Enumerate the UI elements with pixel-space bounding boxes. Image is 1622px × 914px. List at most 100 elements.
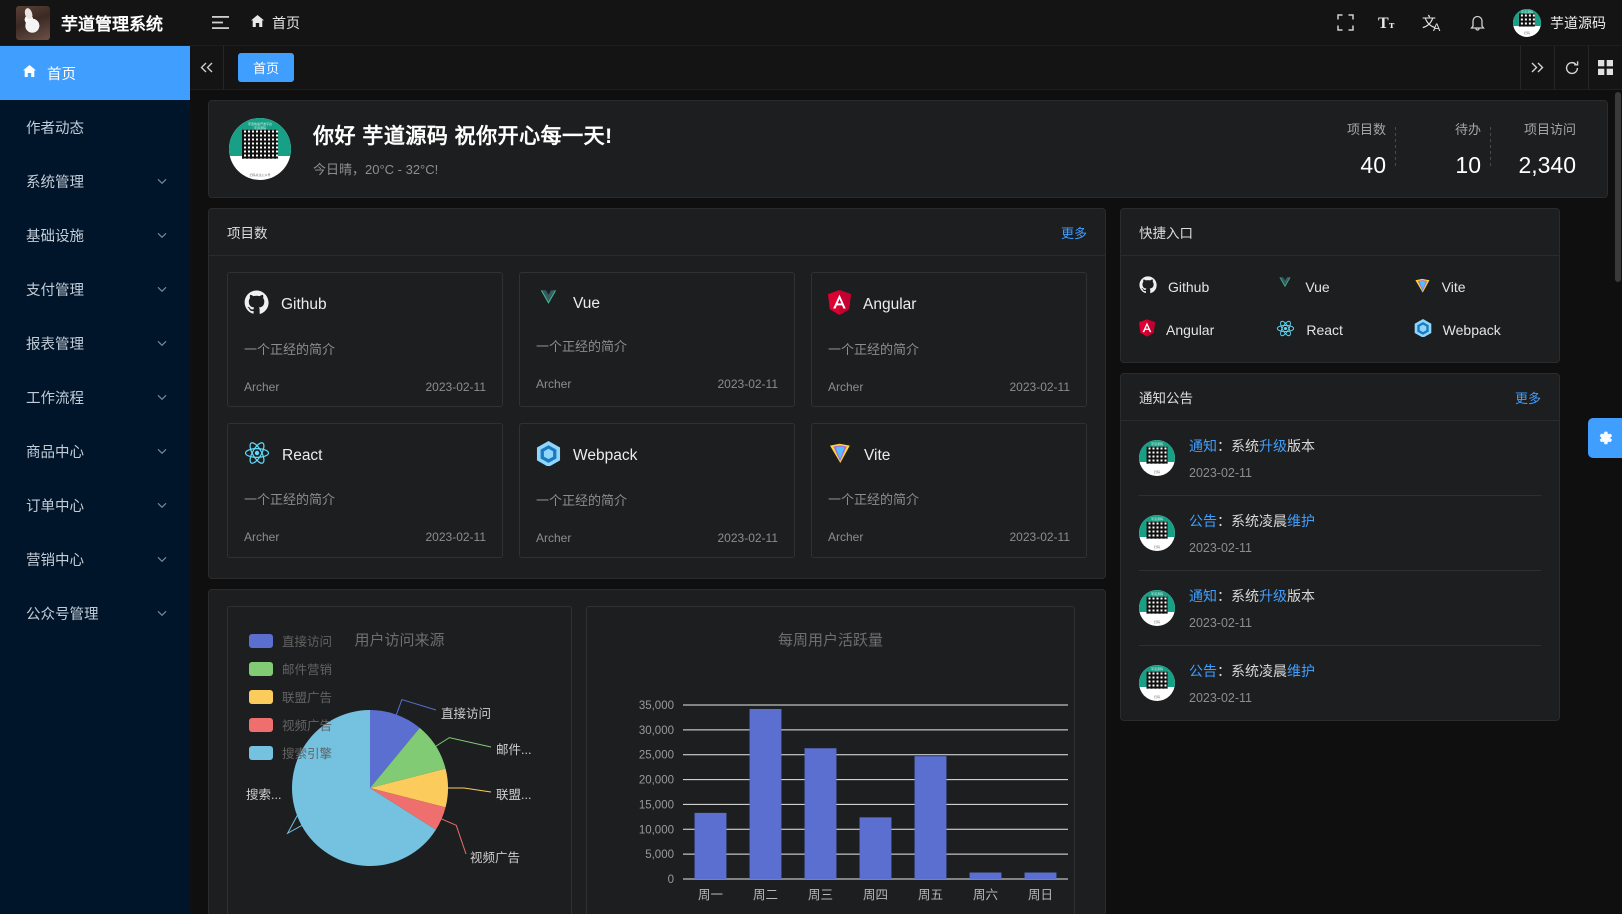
quick-item-react[interactable]: React (1276, 319, 1403, 340)
notice-date: 2023-02-11 (1189, 466, 1253, 480)
brand[interactable]: 芋道管理系统 (0, 5, 190, 40)
quick-item-github[interactable]: Github (1139, 276, 1266, 297)
projects-card-title: 项目数 (227, 226, 268, 241)
sidebar-item-label: 报表管理 (26, 336, 84, 353)
breadcrumb[interactable]: 首页 (250, 13, 300, 33)
translate-icon[interactable]: 文 A (1413, 0, 1453, 46)
sidebar-item-label: 公众号管理 (26, 606, 99, 623)
project-name: Angular (863, 296, 917, 313)
notice-card-header: 通知公告 更多 (1121, 374, 1559, 421)
fullscreen-icon[interactable] (1325, 0, 1365, 46)
legend-swatch (249, 633, 273, 648)
notice-title[interactable]: 公告：系统凌晨维护 (1189, 513, 1315, 529)
project-card[interactable]: React 一个正经的简介 Archer 2023-02-11 (227, 423, 503, 558)
project-desc: 一个正经的简介 (244, 492, 336, 507)
sidebar-item-workflow[interactable]: 工作流程 (0, 370, 190, 424)
github-icon (244, 290, 269, 320)
webpack-icon (536, 441, 561, 471)
quick-item-angular[interactable]: Angular (1139, 319, 1266, 340)
x-axis-tick: 周四 (863, 888, 888, 902)
pie-leader-line (440, 818, 467, 855)
notice-date: 2023-02-11 (1189, 691, 1253, 705)
quick-item-vue[interactable]: Vue (1276, 276, 1403, 297)
quick-item-webpack[interactable]: Webpack (1414, 319, 1541, 340)
chevron-down-icon (157, 340, 167, 347)
svg-text:A: A (1433, 22, 1441, 32)
notice-item[interactable]: 芋道源码 扫码 公告：系统凌晨维护 2023-02-11 (1139, 495, 1541, 570)
sidebar-item-system[interactable]: 系统管理 (0, 154, 190, 208)
project-card[interactable]: Vue 一个正经的简介 Archer 2023-02-11 (519, 272, 795, 407)
tab-home[interactable]: 首页 (238, 53, 295, 82)
brand-title: 芋道管理系统 (61, 15, 163, 34)
y-axis-tick: 10,000 (639, 824, 674, 836)
notice-title[interactable]: 通知：系统升级版本 (1189, 438, 1315, 454)
project-date: 2023-02-11 (1009, 380, 1071, 394)
project-card[interactable]: Angular 一个正经的简介 Archer 2023-02-11 (811, 272, 1087, 407)
bar-chart: 每周用户活跃量 0 5,000 10,000 15,000 20,000 25,000 30… (586, 606, 1075, 914)
hamburger-menu-icon[interactable] (200, 0, 240, 46)
user-chip[interactable]: 芋道源码 扫码 芋道源码 (1513, 8, 1606, 37)
project-author: Archer (828, 530, 864, 544)
sidebar-item-author-news[interactable]: 作者动态 (0, 100, 190, 154)
settings-fab-button[interactable] (1588, 418, 1622, 458)
project-name: Vue (573, 294, 601, 312)
sidebar-item-mp-manage[interactable]: 公众号管理 (0, 586, 190, 640)
font-size-icon[interactable]: T т (1369, 0, 1409, 46)
stat-value: 40 (1360, 152, 1386, 178)
legend-swatch (249, 661, 273, 676)
project-card[interactable]: Vite 一个正经的简介 Archer 2023-02-11 (811, 423, 1087, 558)
greeting-text: 你好 芋道源码 祝你开心每一天! (313, 125, 613, 148)
chevron-down-icon (157, 448, 167, 455)
project-name: React (282, 446, 323, 464)
sidebar-item-report[interactable]: 报表管理 (0, 316, 190, 370)
quick-item-vite[interactable]: Vite (1414, 276, 1541, 297)
quick-entry-title: 快捷入口 (1139, 226, 1193, 241)
double-chevron-right-icon[interactable] (1520, 45, 1554, 90)
projects-more-link[interactable]: 更多 (1060, 225, 1087, 241)
sidebar-item-product-center[interactable]: 商品中心 (0, 424, 190, 478)
project-desc: 一个正经的简介 (244, 342, 336, 357)
bell-icon[interactable] (1457, 0, 1497, 46)
notice-item[interactable]: 芋道源码 扫码 公告：系统凌晨维护 2023-02-11 (1139, 645, 1541, 720)
project-date: 2023-02-11 (1009, 530, 1071, 544)
notice-item[interactable]: 芋道源码 扫码 通知：系统升级版本 2023-02-11 (1139, 570, 1541, 645)
notice-item[interactable]: 芋道源码 扫码 通知：系统升级版本 2023-02-11 (1139, 421, 1541, 495)
sidebar-item-infrastructure[interactable]: 基础设施 (0, 208, 190, 262)
sidebar-item-home[interactable]: 首页 (0, 46, 190, 100)
bar (914, 756, 947, 879)
sidebar-item-payment[interactable]: 支付管理 (0, 262, 190, 316)
legend-swatch (249, 745, 273, 760)
notice-avatar: 芋道源码 扫码 (1139, 440, 1175, 476)
svg-text:T: T (1378, 15, 1389, 31)
page-scrollbar[interactable] (1615, 92, 1621, 282)
chevron-down-icon (157, 286, 167, 293)
sidebar-item-order-center[interactable]: 订单中心 (0, 478, 190, 532)
refresh-icon[interactable] (1554, 45, 1588, 90)
vue-icon (1276, 277, 1294, 296)
pie-chart: 用户访问来源 直接访问 邮件营销 联盟广告 视频广告 搜索引擎 直接访问 邮件.… (227, 606, 572, 914)
content-split: 项目数 更多 Github 一个正经的简介 Archer (208, 208, 1608, 914)
pie-callout-search: 搜索... (246, 788, 282, 802)
angular-icon (828, 290, 851, 320)
chevron-down-icon (157, 556, 167, 563)
project-desc: 一个正经的简介 (536, 339, 628, 354)
x-axis-tick: 周三 (808, 888, 833, 902)
home-icon (250, 14, 265, 31)
notice-title[interactable]: 通知：系统升级版本 (1189, 588, 1315, 604)
grid-layout-icon[interactable] (1588, 45, 1622, 90)
project-card[interactable]: Webpack 一个正经的简介 Archer 2023-02-11 (519, 423, 795, 558)
bar (749, 708, 782, 879)
sidebar-item-marketing-center[interactable]: 营销中心 (0, 532, 190, 586)
notice-title[interactable]: 公告：系统凌晨维护 (1189, 663, 1315, 679)
legend-swatch (249, 717, 273, 732)
stat-visits: 项目访问 2,340 (1490, 119, 1585, 179)
x-axis-tick: 周一 (698, 888, 723, 902)
double-chevron-left-icon[interactable] (190, 45, 224, 90)
legend-label: 邮件营销 (282, 663, 333, 677)
main-content: 芋道快速开发平台芋道源码最新版 扫码关注公众号 你好 芋道源码 祝你开心每一天!… (190, 90, 1622, 914)
project-card[interactable]: Github 一个正经的简介 Archer 2023-02-11 (227, 272, 503, 407)
pie-leader-line (447, 787, 492, 793)
notice-card: 通知公告 更多 芋道源码 扫码 通知：系统升级版本 2023-02-11 芋道源码… (1120, 373, 1560, 721)
vite-icon (828, 441, 852, 470)
notice-more-link[interactable]: 更多 (1514, 390, 1541, 406)
